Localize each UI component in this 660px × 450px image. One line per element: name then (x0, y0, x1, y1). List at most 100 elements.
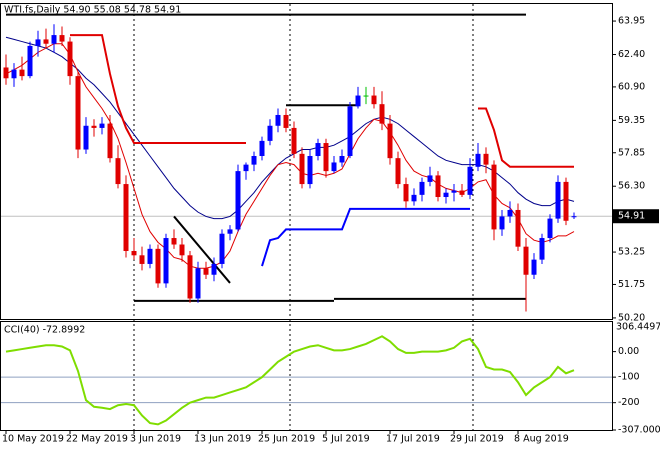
x-tick-label: 13 Jun 2019 (194, 434, 251, 445)
candle-body (363, 95, 369, 97)
x-tick-label: 10 May 2019 (2, 434, 64, 445)
candle-body (155, 248, 161, 284)
candle-body (251, 155, 257, 165)
candle-body (163, 238, 169, 284)
candle-body (427, 175, 433, 182)
y-tick-label: 60.90 (618, 81, 645, 92)
candle-body (307, 155, 313, 185)
candle-body (259, 140, 265, 156)
candle-body (59, 35, 65, 42)
candle-body (43, 39, 49, 44)
candle-body (3, 67, 9, 79)
candle-body (51, 35, 57, 44)
y-tick-label: 53.25 (618, 247, 645, 258)
y-tick-label: 57.85 (618, 147, 645, 158)
candle-body (235, 171, 241, 230)
y-tick-label: 56.30 (618, 181, 645, 192)
y-tick-label: 59.35 (618, 115, 645, 126)
candle-body (19, 69, 25, 77)
candle-body (411, 194, 417, 202)
candle-body (507, 209, 513, 217)
candle-body (547, 218, 553, 239)
candle-body (387, 123, 393, 159)
x-tick-label: 29 Jul 2019 (450, 434, 504, 445)
y-tick-label: 63.95 (618, 16, 645, 27)
candle-body (227, 229, 233, 234)
y-tick-label: 0.00 (618, 346, 639, 357)
candle-body (75, 76, 81, 150)
x-tick-label: 17 Jul 2019 (386, 434, 440, 445)
indicator-line (70, 34, 574, 168)
main-frame (0, 3, 613, 320)
y-tick-label: 50.20 (618, 312, 645, 323)
candle-body (523, 246, 529, 275)
candle-body (515, 209, 521, 247)
candle-body (83, 125, 89, 150)
candle-body (419, 181, 425, 195)
candle-body (491, 164, 497, 230)
price-marker-label: 54.91 (618, 211, 645, 222)
candle-body (179, 244, 185, 256)
candle-body (323, 143, 329, 172)
candle-body (355, 95, 361, 107)
candle-body (315, 143, 321, 156)
candle-body (571, 216, 577, 218)
x-tick-label: 3 Jun 2019 (130, 434, 181, 445)
candle-body (563, 181, 569, 221)
candle-body (195, 268, 201, 299)
cci-max-label: 306.4497 (616, 322, 660, 333)
candle-body (443, 192, 449, 198)
candle-body (403, 184, 409, 202)
candle-body (435, 175, 441, 198)
candle-body (283, 114, 289, 128)
candle-body (147, 248, 153, 264)
candle-body (379, 104, 385, 124)
candle-body (99, 123, 105, 128)
candle-body (67, 41, 73, 77)
candle-body (339, 155, 345, 163)
candle-body (27, 45, 33, 77)
candle-body (91, 125, 97, 128)
trendline (173, 215, 231, 284)
candle-body (139, 255, 145, 264)
candle-body (459, 190, 465, 195)
candle-body (11, 69, 17, 79)
candle-body (531, 259, 537, 275)
candle-body (35, 39, 41, 46)
candle-body (299, 153, 305, 185)
x-tick-label: 8 Aug 2019 (514, 434, 569, 445)
cci-line (5, 335, 575, 426)
candle-body (203, 268, 209, 275)
candle-body (555, 181, 561, 219)
candle-body (451, 190, 457, 193)
y-tick-label: 51.75 (618, 279, 645, 290)
candle-body (267, 125, 273, 141)
y-tick-label: -200 (618, 397, 640, 408)
indicator-line (5, 43, 575, 269)
candle-body (275, 114, 281, 126)
candle-body (131, 250, 137, 256)
x-tick-label: 5 Jul 2019 (322, 434, 370, 445)
candle-body (467, 166, 473, 195)
cci-frame (0, 321, 613, 431)
candle-body (331, 162, 337, 172)
candle-body (499, 216, 505, 230)
x-tick-label: 25 Jun 2019 (258, 434, 315, 445)
indicator-line (261, 207, 470, 267)
cci-title: CCI(40) -72.8992 (4, 325, 85, 336)
y-tick-label: 62.40 (618, 49, 645, 60)
candle-body (291, 127, 297, 154)
candle-body (123, 184, 129, 251)
candle-body (187, 255, 193, 299)
candle-body (347, 106, 353, 156)
candle-body (211, 263, 217, 275)
candle-body (171, 238, 177, 245)
candle-body (219, 233, 225, 264)
price-marker-box (613, 209, 659, 224)
y-tick-label: -100 (618, 372, 640, 383)
y-tick-label: -307.000 (618, 425, 660, 436)
candle-body (475, 153, 481, 167)
candle-body (243, 164, 249, 172)
candle-body (483, 153, 489, 165)
